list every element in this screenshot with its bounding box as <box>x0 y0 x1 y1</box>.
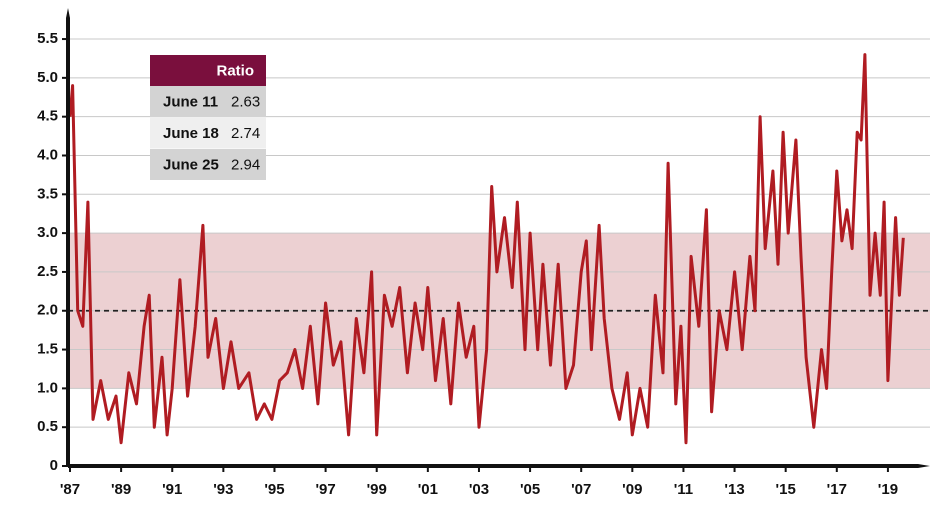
table-row-value: 2.74 <box>231 125 260 142</box>
x-tick-label: '87 <box>60 481 80 498</box>
x-tick-label: '19 <box>878 481 898 498</box>
x-tick-label: '05 <box>520 481 540 498</box>
x-axis <box>68 464 930 468</box>
x-tick-label: '97 <box>315 481 335 498</box>
x-tick-label: '17 <box>827 481 847 498</box>
data-line <box>68 53 905 445</box>
table-header-bg <box>150 55 266 86</box>
x-tick-label: '07 <box>571 481 591 498</box>
table-row-label: June 11 <box>163 93 218 110</box>
y-tick-label: 2.0 <box>37 302 58 319</box>
y-tick-label: 4.0 <box>37 146 58 163</box>
table-row-bg <box>150 117 266 149</box>
y-tick-label: 0.5 <box>37 418 58 435</box>
x-tick-label: '01 <box>418 481 438 498</box>
x-tick-label: '91 <box>162 481 182 498</box>
y-tick-label: 2.5 <box>37 263 58 280</box>
x-tick-label: '15 <box>776 481 796 498</box>
table-header: Ratio <box>217 62 255 79</box>
table-row-label: June 25 <box>163 156 219 173</box>
x-tick-label: '09 <box>622 481 642 498</box>
y-tick-label: 0 <box>50 457 58 474</box>
x-tick-label: '93 <box>213 481 233 498</box>
y-tick-label: 5.0 <box>37 69 58 86</box>
x-tick-label: '99 <box>367 481 387 498</box>
y-tick-label: 3.0 <box>37 224 58 241</box>
x-tick-label: '11 <box>674 481 693 498</box>
table-row-label: June 18 <box>163 125 219 142</box>
y-tick-label: 3.5 <box>37 185 58 202</box>
x-tick-label: '95 <box>264 481 284 498</box>
table-row-bg <box>150 86 266 117</box>
x-tick-label: '89 <box>111 481 131 498</box>
y-tick-label: 4.5 <box>37 108 58 125</box>
table-row-value: 2.63 <box>231 93 260 110</box>
y-tick-label: 5.5 <box>37 30 58 47</box>
x-tick-label: '13 <box>724 481 744 498</box>
y-axis <box>66 8 70 466</box>
table-row-value: 2.94 <box>231 156 260 173</box>
table-row-bg <box>150 149 266 180</box>
y-tick-label: 1.0 <box>37 379 58 396</box>
y-tick-label: 1.5 <box>37 341 58 358</box>
x-tick-label: '03 <box>469 481 489 498</box>
